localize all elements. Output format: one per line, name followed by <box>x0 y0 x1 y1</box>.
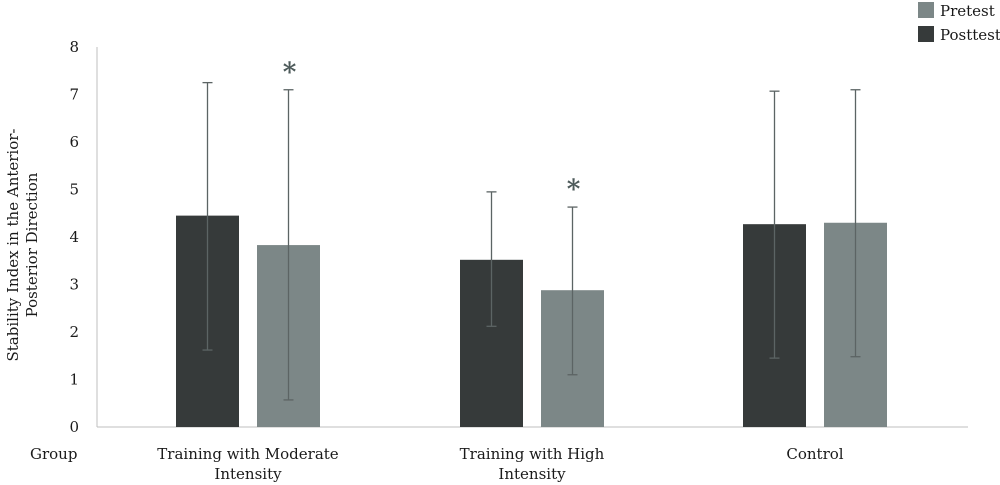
category-label: Training with High <box>460 445 605 463</box>
y-tick-label: 4 <box>69 228 79 246</box>
y-tick-label: 5 <box>69 181 79 199</box>
y-axis-label: Stability Index in the Anterior- <box>4 129 22 362</box>
y-tick-label: 2 <box>69 323 79 341</box>
y-tick-label: 6 <box>69 133 79 151</box>
significance-asterisk: * <box>567 175 581 205</box>
legend-label-pretest: Pretest <box>940 2 995 20</box>
y-axis-label: Posterior Direction <box>23 172 41 317</box>
y-tick-label: 0 <box>69 418 79 436</box>
category-label: Intensity <box>214 465 282 483</box>
legend-swatch-posttest <box>918 26 934 42</box>
y-tick-label: 8 <box>69 38 79 56</box>
y-tick-label: 7 <box>69 86 79 104</box>
legend-swatch-pretest <box>918 2 934 18</box>
y-tick-label: 3 <box>69 276 79 294</box>
category-label: Control <box>786 445 843 463</box>
legend-label-posttest: Posttest <box>940 26 1000 44</box>
y-tick-label: 1 <box>69 371 79 389</box>
x-axis-label: Group <box>30 445 77 463</box>
category-label: Intensity <box>498 465 566 483</box>
significance-asterisk: * <box>283 58 297 88</box>
category-label: Training with Moderate <box>157 445 339 463</box>
